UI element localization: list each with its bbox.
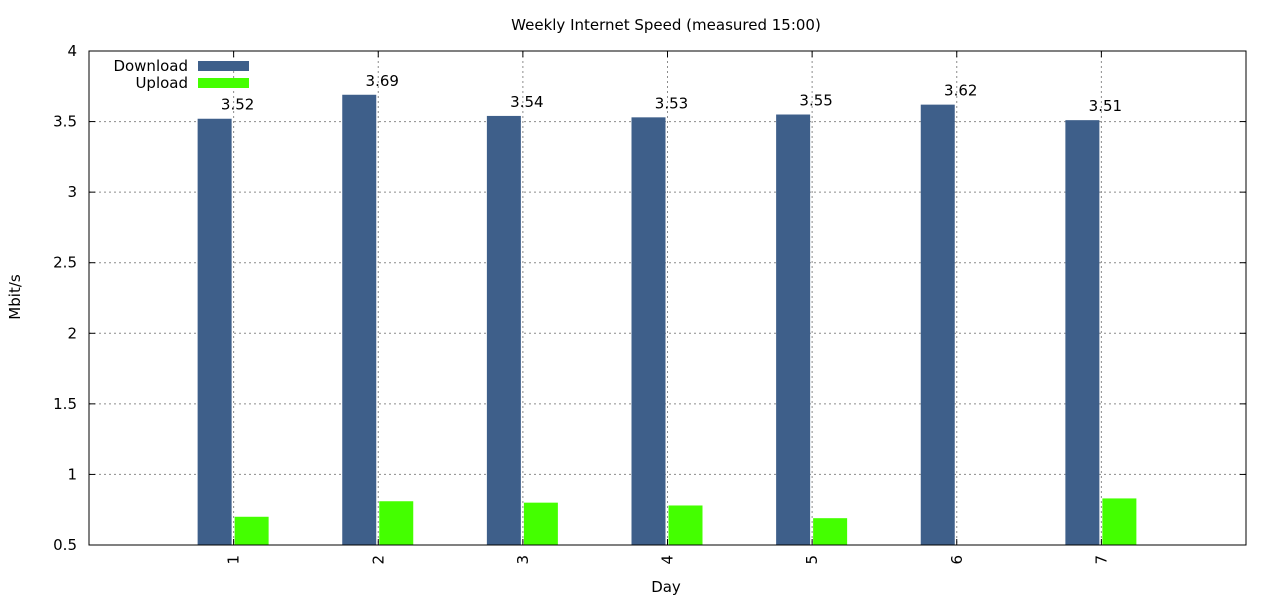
bar-download [920, 104, 955, 546]
data-label: 3.51 [1089, 97, 1122, 115]
y-tick-label: 1.5 [53, 395, 77, 413]
y-tick-label: 4 [67, 42, 77, 60]
bar-upload [379, 501, 414, 545]
data-label-layer: 3.52 3.69 3.54 3.53 3.55 3.62 3.51 [221, 72, 1122, 115]
bar-upload [1102, 498, 1137, 545]
bar-upload [668, 505, 703, 545]
x-tick-label: 3 [514, 555, 532, 565]
x-tick-label: 5 [803, 555, 821, 565]
data-label: 3.69 [366, 72, 399, 90]
chart-title: Weekly Internet Speed (measured 15:00) [511, 16, 821, 34]
legend: Download Upload [113, 57, 249, 92]
data-label: 3.55 [799, 92, 832, 110]
data-label: 3.52 [221, 96, 254, 114]
legend-swatch-download [198, 61, 249, 71]
x-tick-label: 1 [225, 555, 243, 565]
bar-upload [813, 518, 848, 545]
y-tick-label: 2 [67, 324, 77, 342]
x-axis-label: Day [651, 578, 681, 596]
legend-label-download: Download [113, 57, 188, 75]
y-tick-label: 0.5 [53, 536, 77, 554]
y-axis-label: Mbit/s [6, 274, 24, 320]
bar-layer [197, 94, 1137, 546]
y-tick-label: 3.5 [53, 113, 77, 131]
tick-layer: 0.511.522.533.541 2 3 4 5 6 7 [53, 42, 1246, 565]
grid-layer [89, 51, 1246, 545]
bar-download [197, 118, 232, 546]
y-tick-label: 3 [67, 183, 77, 201]
data-label: 3.62 [944, 82, 977, 100]
data-label: 3.54 [510, 93, 543, 111]
bar-download [776, 114, 811, 545]
legend-label-upload: Upload [135, 74, 188, 92]
x-tick-label: 2 [369, 555, 387, 565]
bar-download [486, 115, 521, 545]
bar-upload [234, 516, 269, 545]
x-tick-label: 7 [1092, 555, 1110, 565]
bar-upload [523, 502, 558, 545]
y-tick-label: 2.5 [53, 254, 77, 272]
bar-download [342, 94, 377, 546]
x-tick-label: 6 [948, 555, 966, 565]
bar-download [1065, 120, 1100, 545]
data-label: 3.53 [655, 94, 688, 112]
x-tick-label: 4 [659, 555, 677, 565]
y-tick-label: 1 [67, 465, 77, 483]
bar-download [631, 117, 666, 545]
legend-swatch-upload [198, 78, 249, 88]
